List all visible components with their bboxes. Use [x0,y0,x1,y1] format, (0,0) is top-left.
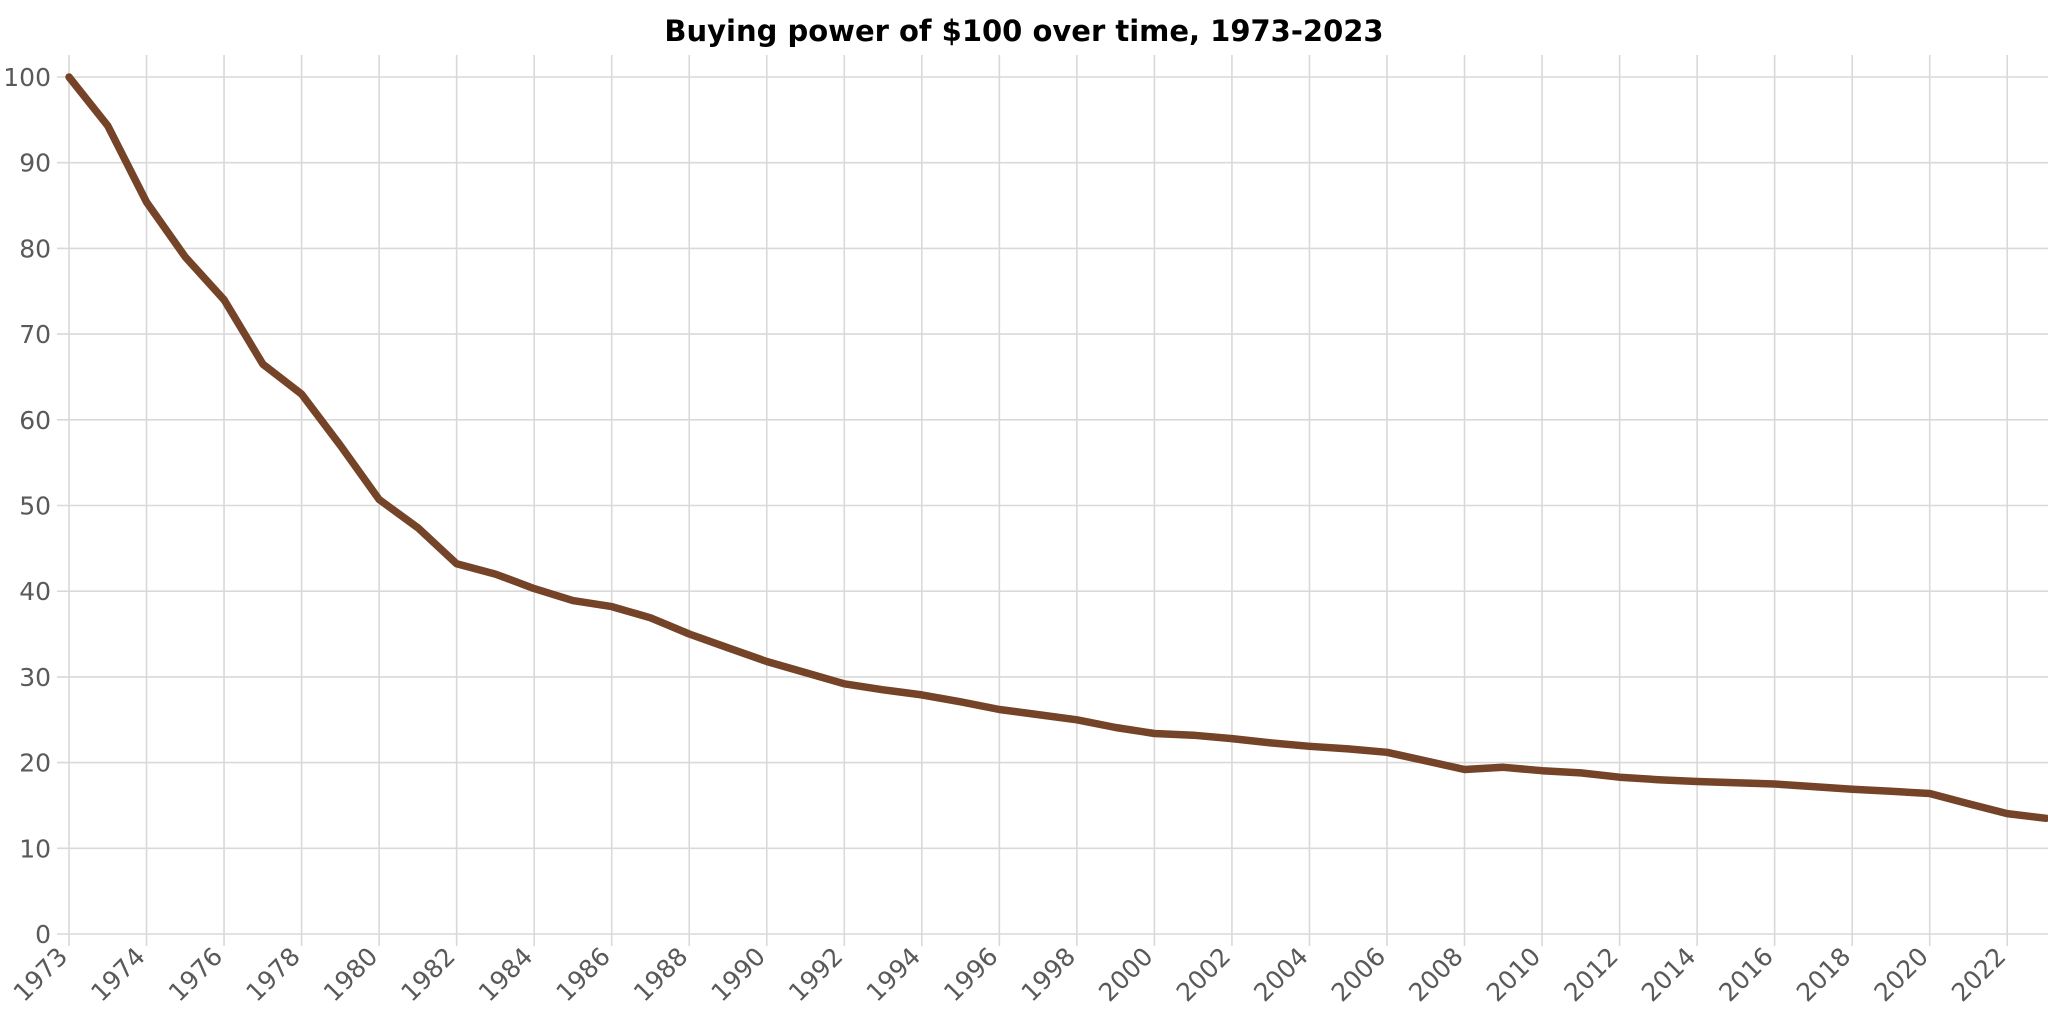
y-axis-tick-label: 100 [3,63,51,92]
y-axis-tick-label: 40 [19,577,51,606]
x-axis-tick-label: 2018 [1791,942,1856,1007]
y-axis-tick-label: 30 [19,663,51,692]
y-axis-tick-label: 70 [19,320,51,349]
y-axis-tick-label: 60 [19,406,51,435]
x-axis-tick-label: 2010 [1481,942,1546,1007]
x-axis-tick-label: 2022 [1946,942,2011,1007]
x-axis-tick-label: 1988 [628,942,693,1007]
x-axis-tick-label: 1994 [861,942,926,1007]
x-axis-tick-label: 1990 [706,942,771,1007]
x-axis-tick-label: 1974 [85,942,150,1007]
x-axis-tick-label: 2014 [1636,942,1701,1007]
x-axis-tick-label: 2006 [1326,942,1391,1007]
x-axis-tick-label: 2000 [1093,942,1158,1007]
x-axis-tick-label: 1998 [1016,942,1081,1007]
x-axis-tick-label: 2016 [1713,942,1778,1007]
x-axis-tick-label: 1982 [395,942,460,1007]
y-axis-tick-label: 20 [19,749,51,778]
y-axis-tick-label: 0 [35,920,51,949]
y-axis-tick-label: 10 [19,834,51,863]
x-axis-tick-label: 2020 [1868,942,1933,1007]
x-axis-tick-label: 2004 [1248,942,1313,1007]
x-axis-tick-label: 2012 [1558,942,1623,1007]
x-axis-tick-label: 1976 [163,942,228,1007]
x-axis-tick-label: 2008 [1403,942,1468,1007]
x-axis-tick-label: 1992 [783,942,848,1007]
x-axis-tick-label: 1980 [318,942,383,1007]
x-axis-tick-label: 2002 [1171,942,1236,1007]
x-axis-tick-label: 1973 [8,942,73,1007]
chart-line [65,73,2048,823]
x-axis-tick-label: 1984 [473,942,538,1007]
y-axis-tick-label: 80 [19,234,51,263]
y-axis-tick-label: 90 [19,149,51,178]
chart-title: Buying power of $100 over time, 1973-202… [664,14,1384,48]
x-axis-tick-label: 1978 [240,942,305,1007]
x-axis-tick-label: 1986 [550,942,615,1007]
x-axis-tick-label: 1996 [938,942,1003,1007]
y-axis-tick-label: 50 [19,492,51,521]
